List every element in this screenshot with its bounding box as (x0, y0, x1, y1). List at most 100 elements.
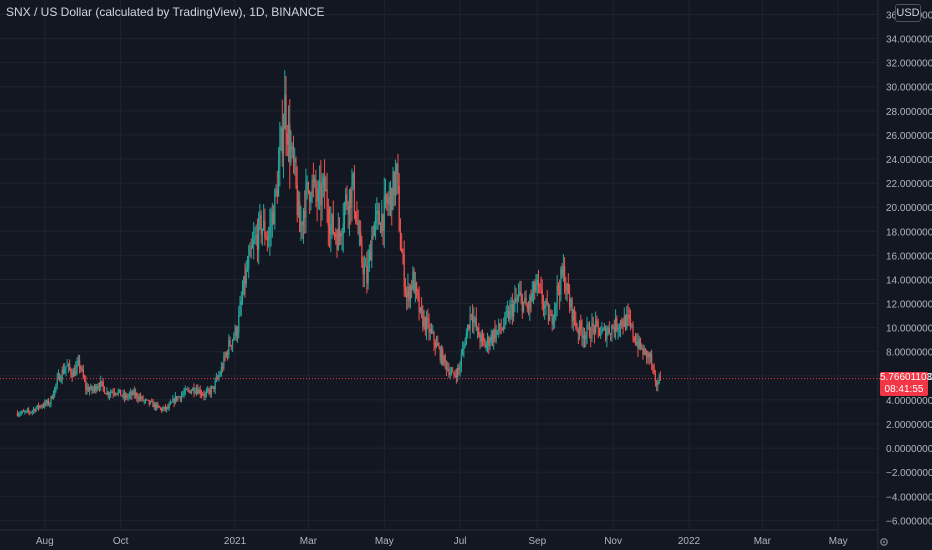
candle-body (151, 401, 153, 403)
candle-body (566, 283, 568, 292)
candle-body (158, 405, 160, 408)
candlestick-series (16, 70, 661, 418)
candle-body (220, 367, 222, 375)
candle-body (28, 410, 30, 412)
candle-body (524, 298, 526, 302)
candle-body (133, 390, 135, 396)
candle-body (121, 395, 123, 397)
candle-body (322, 177, 324, 187)
candle-body (392, 171, 394, 211)
currency-label[interactable]: USD (895, 4, 921, 22)
candle-body (203, 394, 205, 397)
candle-body (617, 328, 619, 330)
candle-body (391, 188, 393, 211)
candle-body (123, 393, 125, 398)
candle-body (236, 332, 239, 337)
candle-body (541, 289, 543, 304)
candle-body (352, 173, 354, 185)
candle-body (476, 327, 479, 329)
candle-body (134, 393, 137, 396)
candle-body (287, 124, 290, 145)
y-tick-label: 32.0000000 (886, 59, 932, 70)
gear-icon[interactable] (878, 536, 890, 548)
candle-body (30, 412, 32, 413)
candle-body (373, 223, 375, 237)
candle-body (537, 279, 540, 286)
candle-body (522, 301, 525, 312)
candle-body (422, 311, 424, 327)
candle-body (55, 384, 57, 388)
candle-body (342, 223, 344, 234)
candle-body (423, 317, 425, 327)
candle-body (387, 203, 389, 205)
candle-body (284, 94, 286, 130)
candle-body (371, 235, 373, 261)
x-tick-label: 2021 (224, 536, 247, 547)
candle-body (74, 371, 76, 376)
candle-body (34, 409, 36, 412)
candle-body (26, 410, 28, 411)
candle-body (516, 299, 518, 301)
candle-body (529, 296, 531, 309)
candle-body (413, 271, 415, 293)
candle-body (45, 401, 47, 404)
price-axis[interactable]: 36.000000034.000000032.000000030.0000000… (886, 10, 932, 527)
candle-body (56, 378, 58, 385)
candle-body (452, 371, 454, 373)
candle-body (148, 399, 150, 404)
candle-body (510, 303, 512, 308)
candle-body (205, 391, 208, 394)
candle-body (506, 311, 508, 314)
candle-body (596, 320, 598, 322)
candle-body (460, 355, 462, 366)
candle-body (576, 327, 578, 331)
y-tick-label: 30.0000000 (886, 83, 932, 94)
candle-body (290, 149, 292, 162)
candle-body (97, 386, 99, 389)
candle-body (416, 282, 418, 291)
candle-body (394, 174, 397, 196)
candle-body (39, 405, 41, 408)
candle-body (294, 158, 296, 162)
candle-body (351, 184, 353, 208)
candle-body (207, 389, 209, 392)
candle-body (143, 400, 145, 402)
x-tick-label: Mar (300, 536, 318, 547)
candle-body (555, 303, 557, 308)
candle-body (210, 387, 213, 394)
candle-body (234, 327, 236, 337)
candle-body (453, 371, 455, 375)
candle-body (430, 329, 433, 333)
candle-body (348, 189, 351, 215)
candle-body (332, 214, 334, 234)
candle-body (116, 393, 118, 395)
candle-body (106, 391, 108, 395)
candle-body (40, 405, 42, 407)
candle-body (595, 320, 597, 333)
candle-body (299, 201, 301, 232)
candle-body (326, 189, 328, 211)
candle-body (295, 158, 297, 185)
candle-body (315, 179, 317, 194)
candle-body (439, 347, 441, 360)
x-tick-label: May (375, 536, 394, 547)
candle-body (336, 237, 338, 250)
candle-body (382, 214, 384, 231)
candle-body (361, 243, 363, 264)
candle-body (149, 401, 152, 404)
candle-body (223, 356, 225, 369)
candle-body (445, 362, 448, 370)
candle-body (570, 299, 572, 307)
candle-body (490, 334, 492, 343)
candle-body (434, 342, 436, 348)
candle-body (95, 385, 97, 391)
candle-body (289, 124, 291, 162)
candle-body (92, 388, 94, 391)
candle-body (317, 188, 319, 202)
candle-body (464, 344, 466, 346)
candle-body (654, 373, 656, 382)
candle-body (54, 387, 56, 396)
y-tick-label: 4.0000000 (886, 396, 932, 407)
time-axis[interactable]: Aug Oct 2021 Mar May Jul Sep Nov 2022 Mar May (36, 536, 848, 547)
